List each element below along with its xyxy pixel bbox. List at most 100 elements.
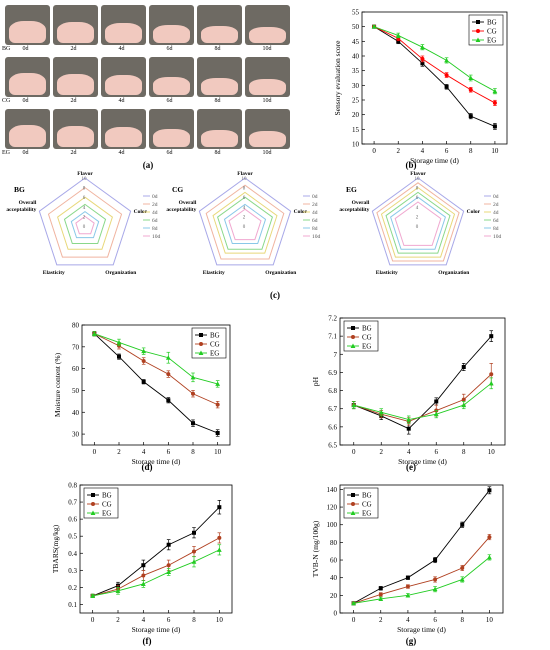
panel-label: (d) [142,462,153,472]
radar-axis-label: Organization [105,270,136,276]
y-axis-label: Moisture content (%) [53,352,62,417]
radar-series [63,203,107,244]
radar-axis-label: acceptability [6,207,36,213]
legend-label: CG [210,341,220,349]
radar-axis-label: acceptability [339,207,369,213]
radar-series [57,196,113,250]
data-point [117,354,121,359]
data-point [198,350,204,355]
y-tick-label: 7 [334,351,338,359]
y-tick-label: 20 [352,111,360,119]
radar-series [228,208,262,241]
x-tick-label: 2 [116,616,120,624]
meat-sample [249,27,286,43]
radar-group-name: BG [14,185,25,194]
legend-label: EG [102,510,111,518]
x-axis-label: Storage time (d) [398,457,447,466]
data-point [378,586,383,591]
y-tick-label: 60 [330,557,338,565]
meat-sample [9,21,46,43]
x-tick-label: 8 [461,616,465,624]
sample-photo [149,109,194,149]
data-point [191,559,197,564]
radar-series [38,177,132,266]
series-line [353,557,490,604]
radar-series [385,191,451,254]
radar-axis-label: Overall [19,200,37,206]
legend-box [191,327,227,359]
x-tick-label: 0 [93,448,97,456]
data-point [217,535,222,540]
x-tick-label: 8 [191,448,195,456]
day-label: 6d [166,150,173,156]
x-tick-label: 8 [192,616,196,624]
data-point [351,493,355,497]
series-line [373,26,496,127]
legend-label: 2d [152,202,158,208]
series-line [373,26,496,92]
y-tick-label: 0.3 [68,567,77,575]
radial-tick-label: 0 [416,225,419,230]
series-line [353,490,490,604]
legend-label: 0d [493,194,499,200]
data-point [406,417,412,422]
radar-series [198,177,292,266]
x-tick-label: 6 [435,448,439,456]
data-point [459,576,465,582]
y-tick-label: 50 [72,387,80,395]
x-tick-label: 6 [167,448,171,456]
data-point [166,542,171,547]
data-point [492,88,498,94]
radial-tick-label: 8 [83,187,86,192]
series-line [94,333,218,385]
data-point [444,84,449,89]
y-tick-label: 40 [72,409,80,417]
radial-tick-label: 10 [82,177,88,182]
radar-axis-label: Elasticity [376,270,398,276]
legend-label: CG [362,334,372,342]
legend-label: BG [102,492,112,500]
data-point [396,39,401,44]
data-point [371,24,377,29]
sample-photo [149,57,194,97]
legend-label: 10d [493,234,502,240]
y-tick-label: 70 [72,343,80,351]
data-point [489,372,494,377]
radial-tick-label: 10 [242,177,248,182]
panel-label: (g) [406,636,417,646]
y-tick-label: 6.9 [328,369,337,377]
legend-label: 2d [312,202,318,208]
radar-axis-label: Overall [179,200,197,206]
meat-sample [201,26,238,43]
data-point [378,596,384,601]
day-label: 6d [166,46,173,52]
y-axis-label: pH [311,376,320,386]
sample-photo [53,57,98,97]
y-axis-label: Sensory evaluation score [333,40,342,116]
y-tick-label: 40 [330,574,338,582]
data-point [166,372,171,377]
plot-frame [339,484,504,614]
day-label: 0d [22,98,29,104]
day-label: 8d [214,150,221,156]
legend-box [343,487,379,519]
sample-photo [101,5,146,45]
data-point [487,488,492,493]
radial-tick-label: 0 [243,225,246,230]
data-point [378,409,384,415]
day-label: 8d [214,98,221,104]
legend-label: BG [487,19,497,27]
sample-photo [149,5,194,45]
data-point [192,549,196,554]
legend-label: 8d [152,226,158,232]
x-tick-label: 4 [142,448,146,456]
data-point [191,391,195,396]
meat-sample [153,129,190,147]
meat-sample [9,125,46,147]
legend-label: BG [362,325,372,333]
data-point [115,588,121,593]
x-tick-label: 4 [406,616,410,624]
data-point [351,335,355,339]
y-axis-label: TVB-N (mg/100g) [311,520,320,577]
y-axis-label: TBARS(mg/kg) [51,524,60,573]
